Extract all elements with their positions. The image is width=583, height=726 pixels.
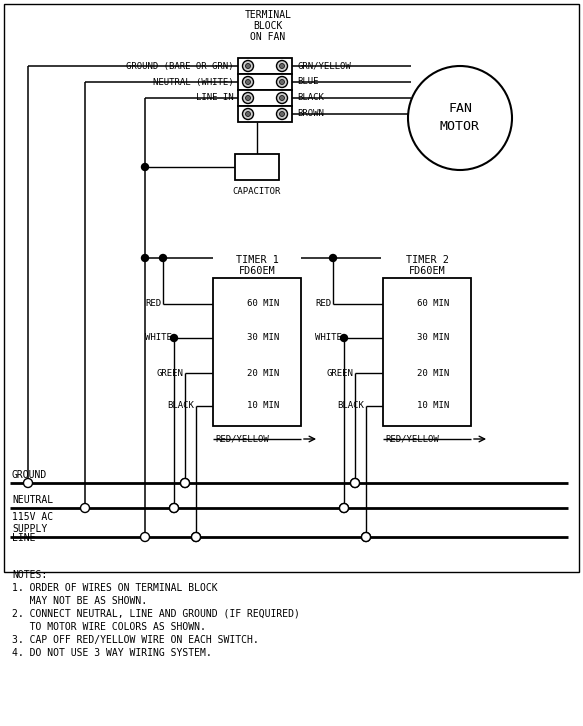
Circle shape <box>191 532 201 542</box>
Circle shape <box>243 92 254 104</box>
Text: GREEN: GREEN <box>156 369 183 378</box>
Text: 10 MIN: 10 MIN <box>247 401 279 410</box>
Text: 3. CAP OFF RED/YELLOW WIRE ON EACH SWITCH.: 3. CAP OFF RED/YELLOW WIRE ON EACH SWITC… <box>12 635 259 645</box>
Text: BLACK: BLACK <box>297 94 324 102</box>
Text: BROWN: BROWN <box>297 110 324 118</box>
Circle shape <box>279 63 285 68</box>
Circle shape <box>339 504 349 513</box>
Circle shape <box>243 76 254 88</box>
Circle shape <box>276 92 287 104</box>
Text: NOTES:: NOTES: <box>12 570 47 580</box>
Circle shape <box>181 478 189 487</box>
Circle shape <box>279 80 285 84</box>
Bar <box>238 90 292 106</box>
Text: BLACK: BLACK <box>167 401 194 410</box>
Text: WHITE: WHITE <box>315 333 342 343</box>
Circle shape <box>276 108 287 120</box>
Bar <box>238 106 292 122</box>
Text: TIMER 2: TIMER 2 <box>406 255 448 265</box>
Text: 60 MIN: 60 MIN <box>417 300 449 309</box>
Bar <box>235 154 279 180</box>
Text: RED/YELLOW: RED/YELLOW <box>215 434 269 444</box>
Text: NEUTRAL: NEUTRAL <box>12 495 53 505</box>
Text: FD60EM: FD60EM <box>409 266 445 276</box>
Text: GRN/YELLOW: GRN/YELLOW <box>297 62 351 70</box>
Circle shape <box>276 60 287 71</box>
Text: TO MOTOR WIRE COLORS AS SHOWN.: TO MOTOR WIRE COLORS AS SHOWN. <box>12 622 206 632</box>
Bar <box>213 278 301 426</box>
Text: MOTOR: MOTOR <box>440 121 480 134</box>
Text: BLOCK: BLOCK <box>253 21 283 31</box>
Bar <box>238 74 292 90</box>
Text: NEUTRAL (WHITE): NEUTRAL (WHITE) <box>153 78 234 86</box>
Text: 2. CONNECT NEUTRAL, LINE AND GROUND (IF REQUIRED): 2. CONNECT NEUTRAL, LINE AND GROUND (IF … <box>12 609 300 619</box>
Bar <box>238 58 292 74</box>
Circle shape <box>279 112 285 116</box>
Text: 30 MIN: 30 MIN <box>417 333 449 343</box>
Text: LINE: LINE <box>12 533 36 543</box>
Text: 115V AC: 115V AC <box>12 512 53 522</box>
Circle shape <box>141 532 149 542</box>
Circle shape <box>245 96 251 100</box>
Circle shape <box>181 478 189 487</box>
Bar <box>383 278 471 426</box>
Text: GROUND: GROUND <box>12 470 47 480</box>
Circle shape <box>142 163 149 171</box>
Text: RED: RED <box>145 300 161 309</box>
Circle shape <box>245 63 251 68</box>
Text: TERMINAL: TERMINAL <box>244 10 292 20</box>
Circle shape <box>23 478 33 487</box>
Circle shape <box>276 76 287 88</box>
Text: SUPPLY: SUPPLY <box>12 524 47 534</box>
Circle shape <box>279 96 285 100</box>
Circle shape <box>339 504 349 513</box>
Text: GROUND (BARE OR GRN): GROUND (BARE OR GRN) <box>127 62 234 70</box>
Circle shape <box>350 478 360 487</box>
Text: 4. DO NOT USE 3 WAY WIRING SYSTEM.: 4. DO NOT USE 3 WAY WIRING SYSTEM. <box>12 648 212 658</box>
Text: ON FAN: ON FAN <box>250 32 286 42</box>
Circle shape <box>408 66 512 170</box>
Circle shape <box>361 532 371 542</box>
Circle shape <box>243 60 254 71</box>
Circle shape <box>340 335 347 341</box>
Text: LINE IN: LINE IN <box>196 94 234 102</box>
Text: 60 MIN: 60 MIN <box>247 300 279 309</box>
Text: TIMER 1: TIMER 1 <box>236 255 279 265</box>
Circle shape <box>243 108 254 120</box>
Text: 1. ORDER OF WIRES ON TERMINAL BLOCK: 1. ORDER OF WIRES ON TERMINAL BLOCK <box>12 583 217 593</box>
Text: 10 MIN: 10 MIN <box>417 401 449 410</box>
Text: FD60EM: FD60EM <box>238 266 275 276</box>
Text: RED: RED <box>315 300 331 309</box>
Text: FAN: FAN <box>448 102 472 115</box>
Text: BLACK: BLACK <box>337 401 364 410</box>
Text: WHITE: WHITE <box>145 333 172 343</box>
Text: RED/YELLOW: RED/YELLOW <box>385 434 439 444</box>
Circle shape <box>170 504 178 513</box>
Circle shape <box>245 112 251 116</box>
Circle shape <box>170 504 178 513</box>
Circle shape <box>361 532 371 542</box>
Bar <box>4 4 579 572</box>
Circle shape <box>142 255 149 261</box>
Text: GREEN: GREEN <box>326 369 353 378</box>
Text: 20 MIN: 20 MIN <box>247 369 279 378</box>
Text: BLUE: BLUE <box>297 78 318 86</box>
Text: MAY NOT BE AS SHOWN.: MAY NOT BE AS SHOWN. <box>12 596 147 606</box>
Circle shape <box>329 255 336 261</box>
Circle shape <box>350 478 360 487</box>
Circle shape <box>160 255 167 261</box>
Circle shape <box>80 504 90 513</box>
Text: 30 MIN: 30 MIN <box>247 333 279 343</box>
Circle shape <box>170 335 177 341</box>
Text: CAPACITOR: CAPACITOR <box>233 187 281 195</box>
Text: 20 MIN: 20 MIN <box>417 369 449 378</box>
Circle shape <box>245 80 251 84</box>
Circle shape <box>191 532 201 542</box>
